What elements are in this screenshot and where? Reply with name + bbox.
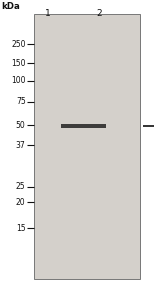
Text: 1: 1 bbox=[45, 9, 51, 17]
Text: 75: 75 bbox=[16, 97, 26, 106]
Bar bbox=[61, 124, 106, 128]
Text: 50: 50 bbox=[16, 121, 26, 130]
Text: 37: 37 bbox=[16, 141, 26, 150]
Text: 2: 2 bbox=[96, 9, 102, 17]
Text: 250: 250 bbox=[11, 40, 26, 49]
Text: 100: 100 bbox=[11, 76, 26, 86]
Text: 25: 25 bbox=[16, 182, 26, 191]
Text: 150: 150 bbox=[11, 59, 26, 68]
Text: 15: 15 bbox=[16, 224, 26, 233]
Text: kDa: kDa bbox=[2, 3, 20, 11]
Bar bbox=[34, 14, 140, 279]
Text: 20: 20 bbox=[16, 198, 26, 207]
